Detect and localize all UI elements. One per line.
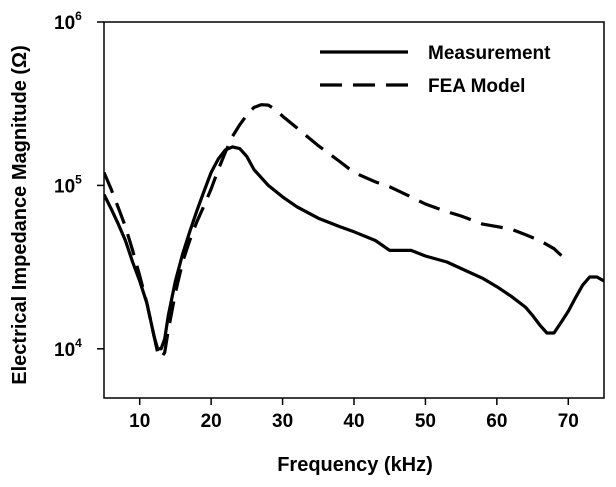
x-tick-label: 50 xyxy=(415,411,436,432)
y-axis-label: Electrical Impedance Magnitude (Ω) xyxy=(9,45,31,384)
y-tick-label: 105 xyxy=(54,172,82,197)
x-tick-label: 30 xyxy=(272,411,293,432)
x-tick-label: 60 xyxy=(486,411,507,432)
series-line-fea-model xyxy=(104,103,570,360)
x-tick-label: 20 xyxy=(201,411,222,432)
x-tick-label: 40 xyxy=(343,411,364,432)
legend-label: Measurement xyxy=(428,43,551,64)
y-tick-label: 106 xyxy=(54,9,82,34)
series-line-measurement xyxy=(104,145,604,351)
series-lines xyxy=(104,103,604,360)
y-tick-label: 104 xyxy=(54,336,82,361)
x-axis-ticks: 10 20 30 40 50 60 70 xyxy=(129,398,579,432)
legend: Measurement FEA Model xyxy=(320,43,551,97)
x-tick-label: 10 xyxy=(129,411,150,432)
legend-label: FEA Model xyxy=(428,76,525,97)
x-axis-label: Frequency (kHz) xyxy=(277,454,433,476)
plot-area xyxy=(103,21,605,399)
y-axis-ticks: 104 105 106 xyxy=(54,9,104,361)
x-tick-label: 70 xyxy=(558,411,579,432)
plot-frame xyxy=(103,21,605,399)
